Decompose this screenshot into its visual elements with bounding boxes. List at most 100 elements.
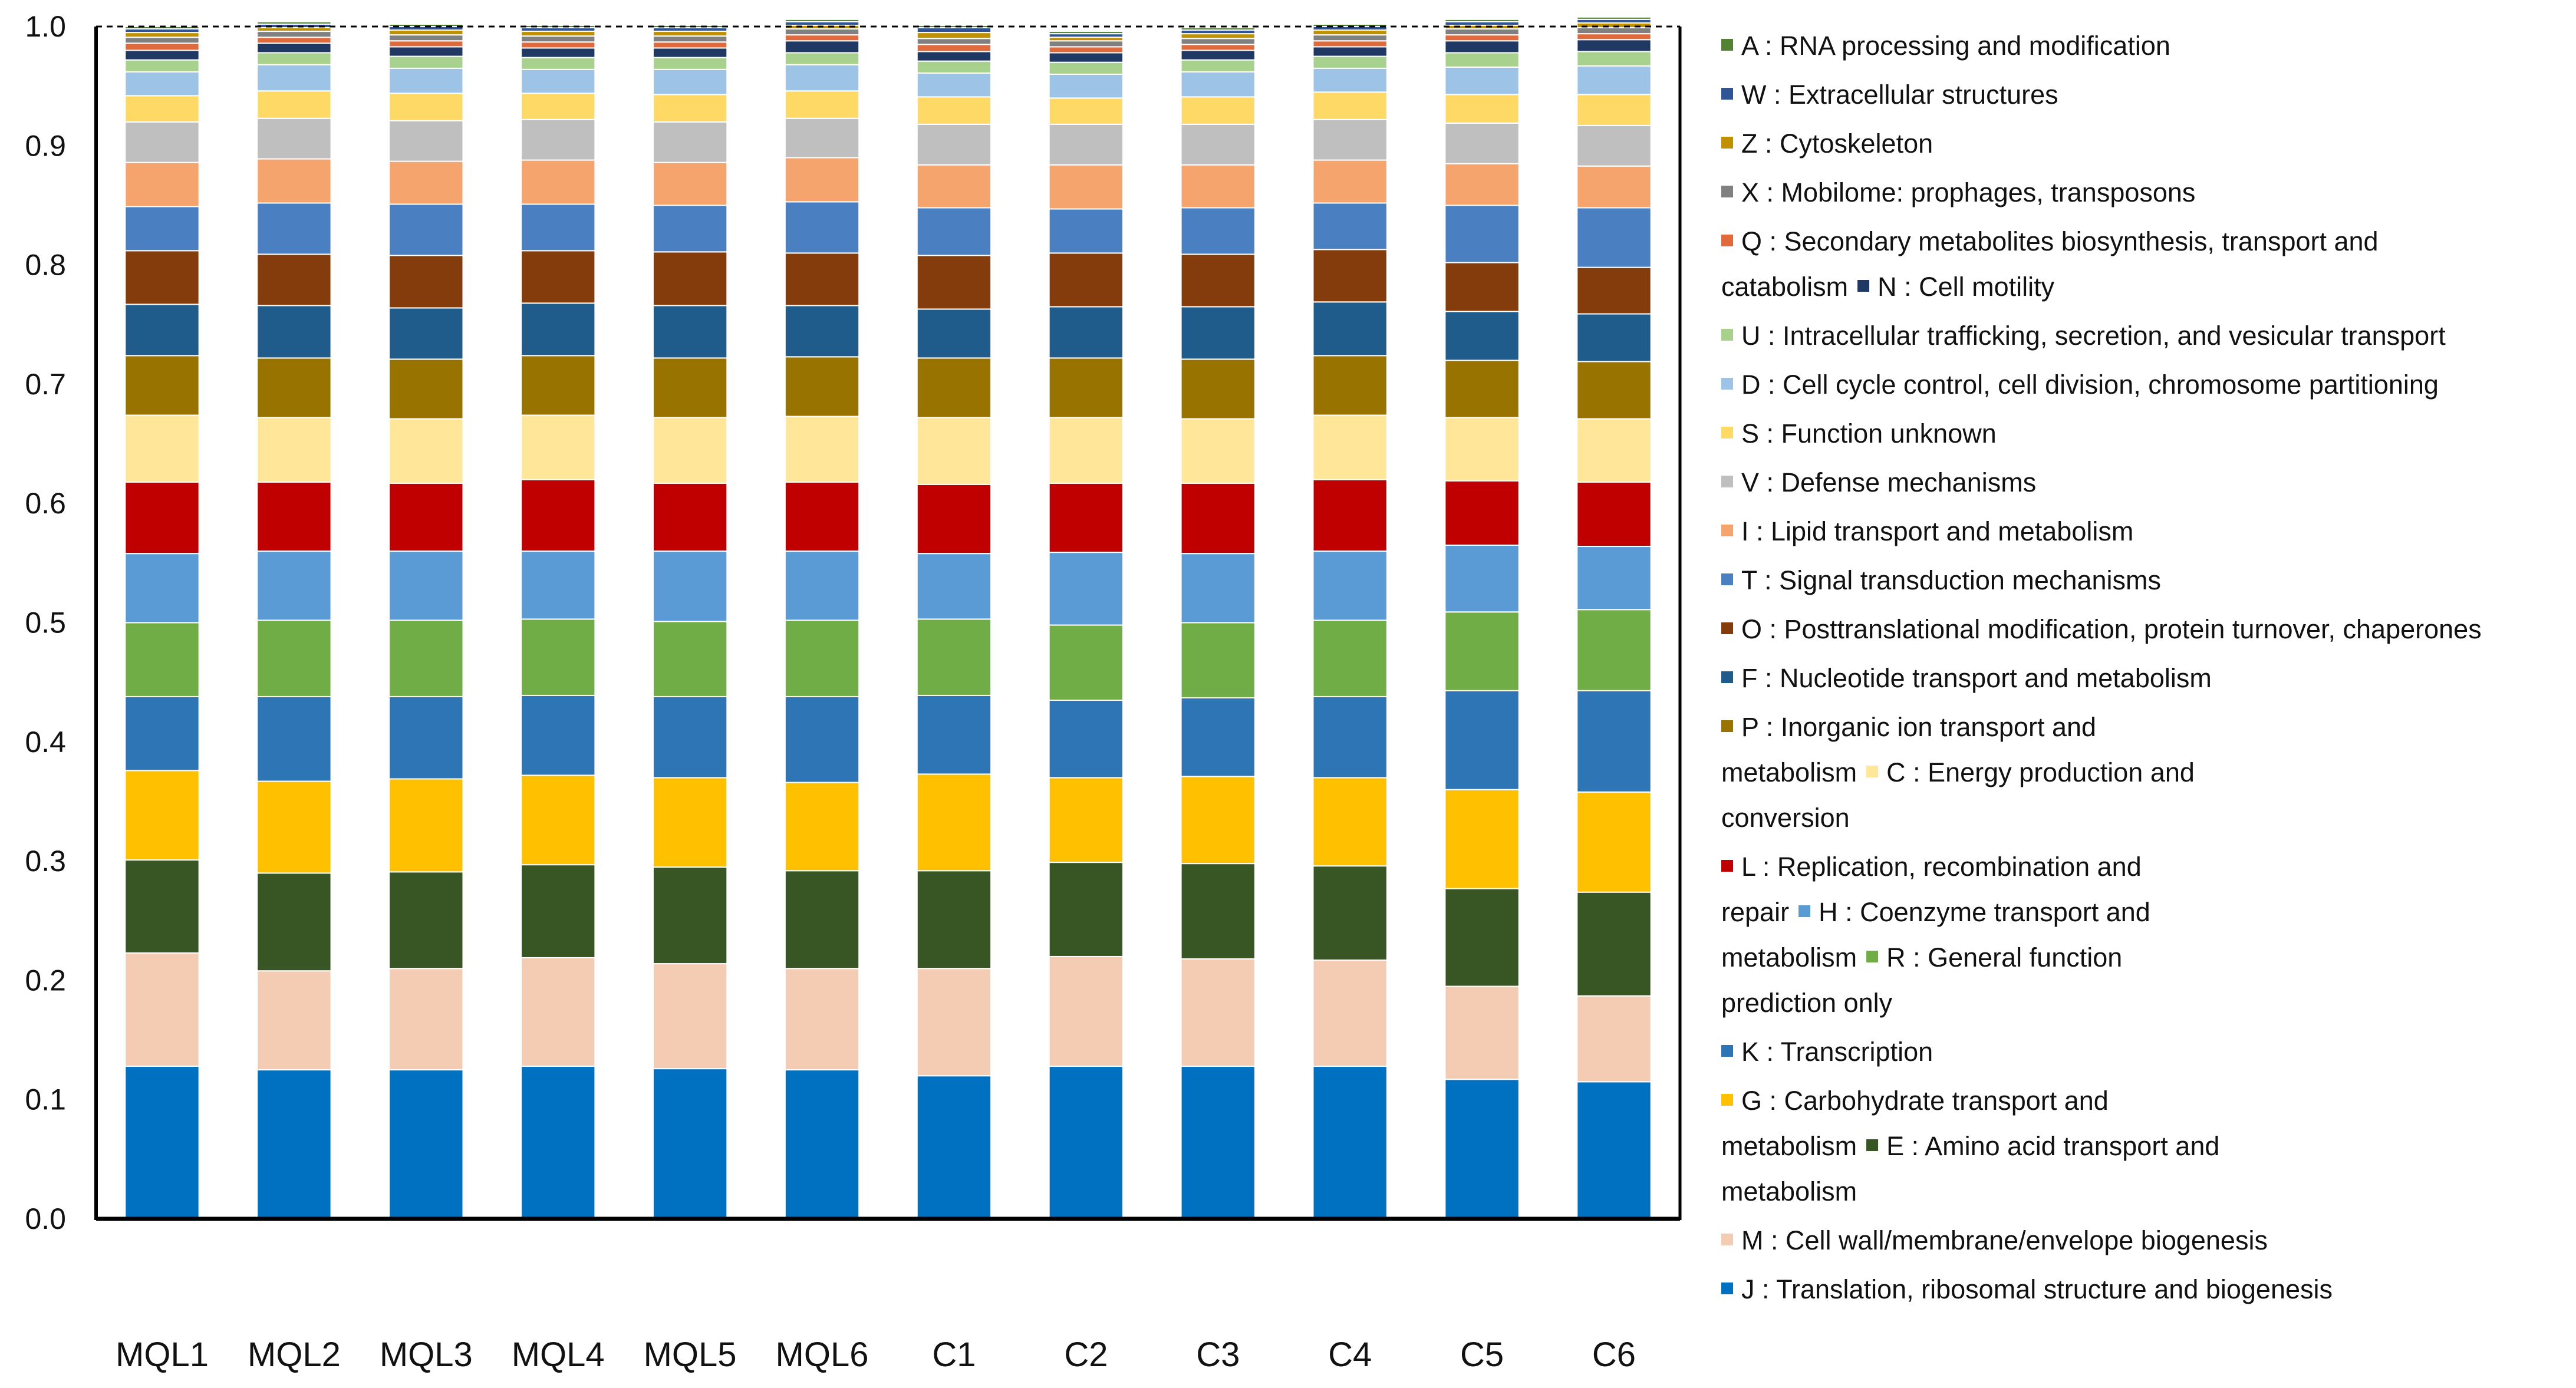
bar-segment-S-MQL2	[256, 90, 332, 119]
bar-segment-V-C3	[1180, 123, 1256, 166]
bar-segment-S-C2	[1048, 97, 1124, 125]
bar-segment-L-C6	[1576, 481, 1652, 548]
bar-segment-R-C2	[1048, 624, 1124, 701]
bar-segment-R-C5	[1444, 611, 1520, 691]
bar-segment-R-MQL6	[784, 619, 860, 697]
bar-segment-H-C5	[1444, 545, 1520, 613]
bar-segment-V-MQL1	[124, 121, 200, 163]
bar-segment-I-MQL3	[388, 160, 464, 205]
legend-label: metabolism	[1721, 942, 1857, 972]
bar-segment-W-C1	[916, 27, 992, 34]
bar-segment-F-C2	[1048, 306, 1124, 359]
bar-segment-T-C6	[1576, 207, 1652, 268]
legend-swatch-D	[1721, 378, 1733, 390]
bar-segment-P-C6	[1576, 361, 1652, 420]
bar-segment-N-C2	[1048, 52, 1124, 63]
bar-segment-C-C4	[1312, 414, 1388, 480]
bar-segment-F-C5	[1444, 311, 1520, 361]
bar-segment-G-C2	[1048, 777, 1124, 863]
legend-swatch-P	[1721, 720, 1733, 732]
x-category-label: MQL6	[776, 1336, 869, 1374]
legend-swatch-E	[1866, 1139, 1879, 1151]
legend-swatch-S	[1721, 427, 1733, 439]
bar-segment-S-C5	[1444, 94, 1520, 124]
legend-swatch-J	[1721, 1283, 1733, 1294]
x-category-label: MQL5	[644, 1336, 737, 1374]
x-category-label: C6	[1592, 1336, 1636, 1374]
legend-swatch-L	[1721, 860, 1733, 872]
legend-swatch-Z	[1721, 137, 1733, 149]
legend-label: N : Cell motility	[1877, 272, 2055, 302]
legend-label: V : Defense mechanisms	[1741, 467, 2036, 497]
bar-segment-K-MQL4	[521, 694, 596, 776]
bar-segment-D-MQL2	[256, 64, 332, 92]
bar-segment-G-MQL1	[124, 770, 200, 861]
bar-segment-O-MQL4	[521, 250, 596, 304]
bar-segment-X-C4	[1312, 34, 1388, 42]
bar-segment-H-MQL4	[521, 550, 596, 620]
bar-segment-A-MQL6	[784, 18, 860, 22]
bar-segment-C-C6	[1576, 418, 1652, 483]
legend-label: P : Inorganic ion transport and	[1741, 712, 2096, 742]
x-category-label: MQL4	[512, 1336, 605, 1374]
bar-segment-J-C1	[916, 1075, 992, 1219]
bar-segment-Q-C6	[1576, 33, 1652, 41]
bar-segment-J-MQL4	[521, 1066, 596, 1220]
bar-segment-T-MQL6	[784, 201, 860, 254]
bar-segment-K-MQL3	[388, 695, 464, 780]
bar-segment-R-MQL4	[521, 618, 596, 696]
bar-segment-X-C3	[1180, 38, 1256, 45]
bar-segment-N-C1	[916, 51, 992, 62]
bar-segment-K-MQL5	[652, 695, 728, 779]
bar-segment-M-MQL5	[652, 963, 728, 1070]
bar-segment-H-C1	[916, 553, 992, 620]
x-category-labels: MQL1 MQL2 MQL3 MQL4 MQL5 MQL6 C1 C2 C3 C4 C5 C6	[116, 1336, 1636, 1374]
bar-segment-M-MQL6	[784, 968, 860, 1071]
legend-swatch-M	[1721, 1234, 1733, 1245]
bar-segment-M-C6	[1576, 995, 1652, 1083]
bar-segment-M-C1	[916, 968, 992, 1077]
bar-segment-J-C2	[1048, 1066, 1124, 1220]
bar-segment-V-MQL6	[784, 117, 860, 159]
bar-segment-M-MQL4	[521, 957, 596, 1067]
bar-segment-J-MQL3	[388, 1069, 464, 1220]
bar-segment-J-C3	[1180, 1066, 1256, 1220]
bar-segment-J-C5	[1444, 1079, 1520, 1220]
bar-segment-K-MQL6	[784, 695, 860, 783]
bar-segment-L-C2	[1048, 482, 1124, 553]
bar-segment-P-C5	[1444, 360, 1520, 418]
legend-label: Z : Cytoskeleton	[1741, 128, 1933, 159]
legend-label: S : Function unknown	[1741, 418, 1997, 449]
bar-segment-C-C2	[1048, 417, 1124, 484]
bar-segment-H-C6	[1576, 546, 1652, 611]
bar-segment-I-MQL4	[521, 159, 596, 205]
bar-segment-Q-C5	[1444, 34, 1520, 42]
legend-label: metabolism	[1721, 757, 1857, 787]
bar-segment-R-C6	[1576, 609, 1652, 691]
bar-segment-T-C1	[916, 207, 992, 256]
bar-segment-U-MQL1	[124, 59, 200, 72]
bar-segment-P-C2	[1048, 357, 1124, 418]
legend-label: R : General function	[1886, 942, 2122, 972]
x-category-label: MQL2	[248, 1336, 341, 1374]
bar-segment-V-C5	[1444, 122, 1520, 164]
bar-segment-K-C2	[1048, 699, 1124, 779]
bar-segment-R-C3	[1180, 622, 1256, 698]
legend-label: conversion	[1721, 803, 1850, 833]
bar-segment-P-MQL6	[784, 356, 860, 417]
bar-segment-O-C6	[1576, 266, 1652, 315]
y-tick-label: 0.4	[25, 726, 66, 759]
legend-label: F : Nucleotide transport and metabolism	[1741, 663, 2212, 693]
bar-segment-N-MQL5	[652, 47, 728, 58]
bar-segment-P-MQL1	[124, 355, 200, 416]
bar-segment-Z-MQL5	[652, 31, 728, 37]
legend-label: L : Replication, recombination and	[1741, 852, 2142, 882]
bar-segment-Q-MQL3	[388, 40, 464, 48]
legend-label: metabolism	[1721, 1176, 1857, 1206]
bar-segment-T-C3	[1180, 207, 1256, 255]
bar-segment-H-MQL6	[784, 550, 860, 621]
bar-segment-Q-C4	[1312, 40, 1388, 48]
bar-segment-L-C5	[1444, 480, 1520, 546]
bar-segment-K-C1	[916, 694, 992, 775]
legend-label: G : Carbohydrate transport and	[1741, 1086, 2109, 1116]
